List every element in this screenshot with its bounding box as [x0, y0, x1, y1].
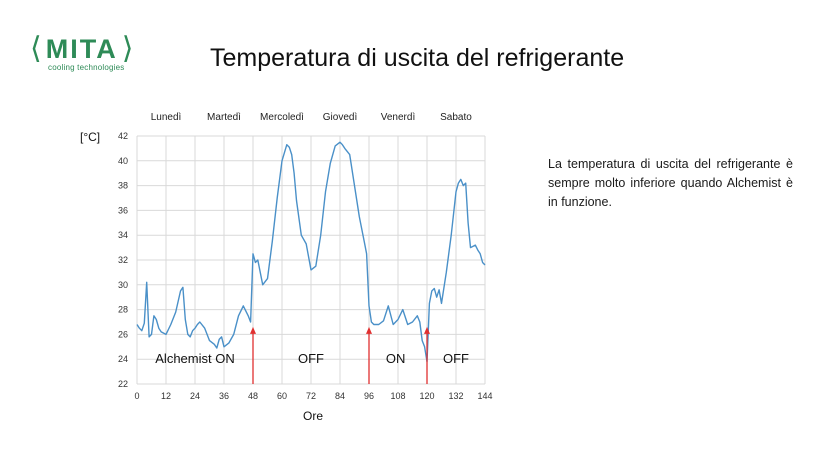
- x-axis-label: Ore: [303, 409, 323, 423]
- annotation-label: OFF: [443, 351, 469, 366]
- day-label: Lunedì: [151, 112, 182, 123]
- day-label: Giovedì: [323, 112, 358, 123]
- x-tick-label: 96: [364, 391, 374, 401]
- marker-arrow: [366, 326, 372, 384]
- y-tick-label: 42: [118, 131, 128, 141]
- marker-arrow: [424, 326, 430, 384]
- y-tick-label: 36: [118, 205, 128, 215]
- day-label: Sabato: [440, 112, 472, 123]
- marker-arrow: [250, 326, 256, 384]
- x-tick-label: 60: [277, 391, 287, 401]
- chart-day-labels: Lunedì Martedì Mercoledì Giovedì Venerdì Saba…: [151, 112, 473, 123]
- day-label: Mercoledì: [260, 112, 304, 123]
- y-tick-label: 32: [118, 255, 128, 265]
- chart-ticks: 22 24 26 28 30 32 34 36 38 40 42 0 12 24 36 48 60 72 84 96 1…: [118, 131, 493, 401]
- logo-left-chevron-icon: ⟨: [30, 32, 42, 65]
- chart-series: [136, 141, 486, 363]
- annotation-label: Alchemist ON: [155, 351, 234, 366]
- chart-markers: [250, 326, 430, 384]
- description-text: La temperatura di uscita del refrigerant…: [548, 157, 793, 209]
- y-tick-label: 26: [118, 329, 128, 339]
- marker-arrow-head: [424, 326, 430, 334]
- y-tick-label: 28: [118, 305, 128, 315]
- logo-wordmark: MITA: [45, 34, 118, 64]
- logo-tagline: cooling technologies: [48, 63, 125, 72]
- x-tick-label: 120: [419, 391, 434, 401]
- y-tick-label: 22: [118, 379, 128, 389]
- chart-grid: [136, 135, 486, 385]
- day-label: Martedì: [207, 112, 241, 123]
- x-tick-label: 144: [477, 391, 492, 401]
- y-tick-label: 38: [118, 181, 128, 191]
- page-title: Temperatura di uscita del refrigerante: [210, 44, 625, 72]
- y-axis-label: [°C]: [80, 130, 100, 144]
- day-label: Venerdì: [381, 112, 416, 123]
- temperature-series-line: [136, 141, 486, 363]
- y-tick-label: 34: [118, 230, 128, 240]
- y-tick-label: 30: [118, 280, 128, 290]
- x-tick-label: 72: [306, 391, 316, 401]
- marker-arrow-head: [366, 326, 372, 334]
- x-tick-label: 132: [448, 391, 463, 401]
- x-tick-label: 0: [134, 391, 139, 401]
- annotation-label: ON: [386, 351, 406, 366]
- marker-arrow-head: [250, 326, 256, 334]
- y-tick-label: 24: [118, 354, 128, 364]
- x-tick-label: 48: [248, 391, 258, 401]
- x-tick-label: 12: [161, 391, 171, 401]
- x-tick-label: 36: [219, 391, 229, 401]
- x-tick-label: 84: [335, 391, 345, 401]
- logo-right-chevron-icon: ⟩: [121, 32, 134, 65]
- chart-annotations: Alchemist ON OFF ON OFF: [155, 351, 469, 366]
- x-tick-label: 24: [190, 391, 200, 401]
- y-tick-label: 40: [118, 156, 128, 166]
- annotation-label: OFF: [298, 351, 324, 366]
- mita-logo: ⟨ MITA ⟩ cooling technologies: [30, 34, 158, 76]
- x-tick-label: 108: [390, 391, 405, 401]
